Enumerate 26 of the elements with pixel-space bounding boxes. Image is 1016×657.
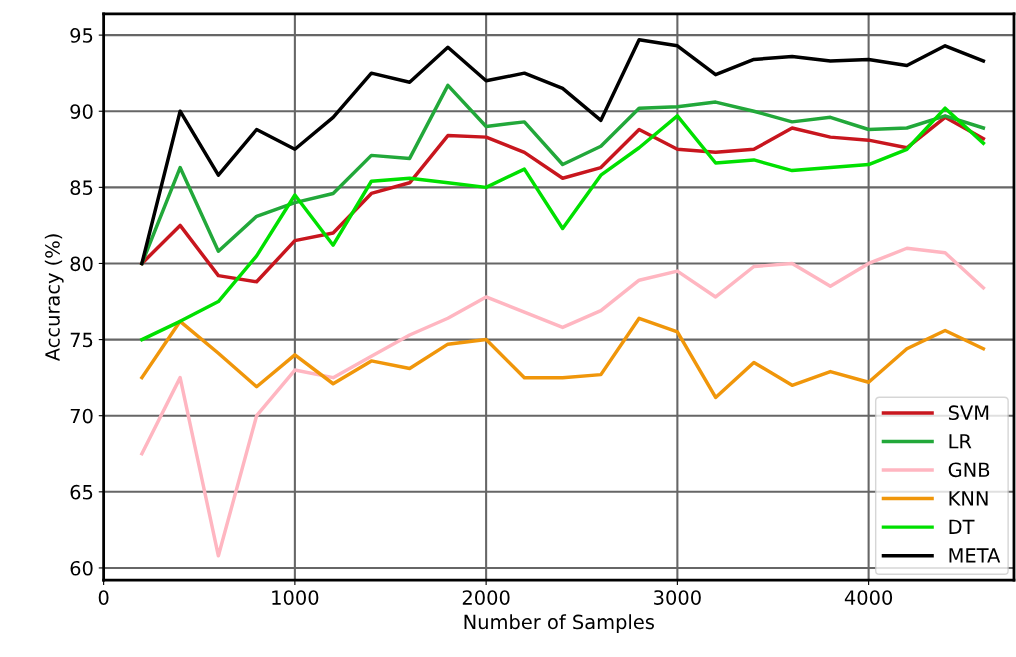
x-axis-title: Number of Samples (464, 614, 654, 634)
x-tick-label: 4000 (844, 590, 893, 605)
line-series (140, 316, 986, 400)
x-tick-label: 3000 (654, 590, 701, 605)
y-tick-label: 85 (70, 180, 93, 196)
y-tick-label: 80 (70, 256, 93, 272)
y-tick-label: 65 (70, 484, 93, 500)
legend-label: LR (949, 434, 972, 449)
legend-label: KNN (949, 491, 988, 506)
legend-label: GNB (948, 462, 990, 478)
x-tick-label: 1000 (272, 590, 319, 605)
y-tick-label: 70 (70, 408, 93, 424)
y-tick-label: 95 (70, 28, 93, 43)
y-tick-label: 75 (70, 332, 93, 348)
y-axis-title: Accuracy (%) (44, 234, 64, 362)
y-tick-label: 90 (70, 104, 93, 119)
line-series (140, 83, 986, 266)
legend-label: SVM (948, 405, 989, 421)
line-series (140, 37, 986, 266)
x-tick-label: 2000 (462, 590, 510, 605)
line-series (140, 115, 986, 284)
x-tick-label: 0 (98, 590, 109, 605)
line-series (140, 106, 986, 342)
y-tick-label: 60 (70, 560, 93, 576)
legend-label: META (949, 548, 1001, 563)
legend-label: DT (949, 519, 975, 534)
